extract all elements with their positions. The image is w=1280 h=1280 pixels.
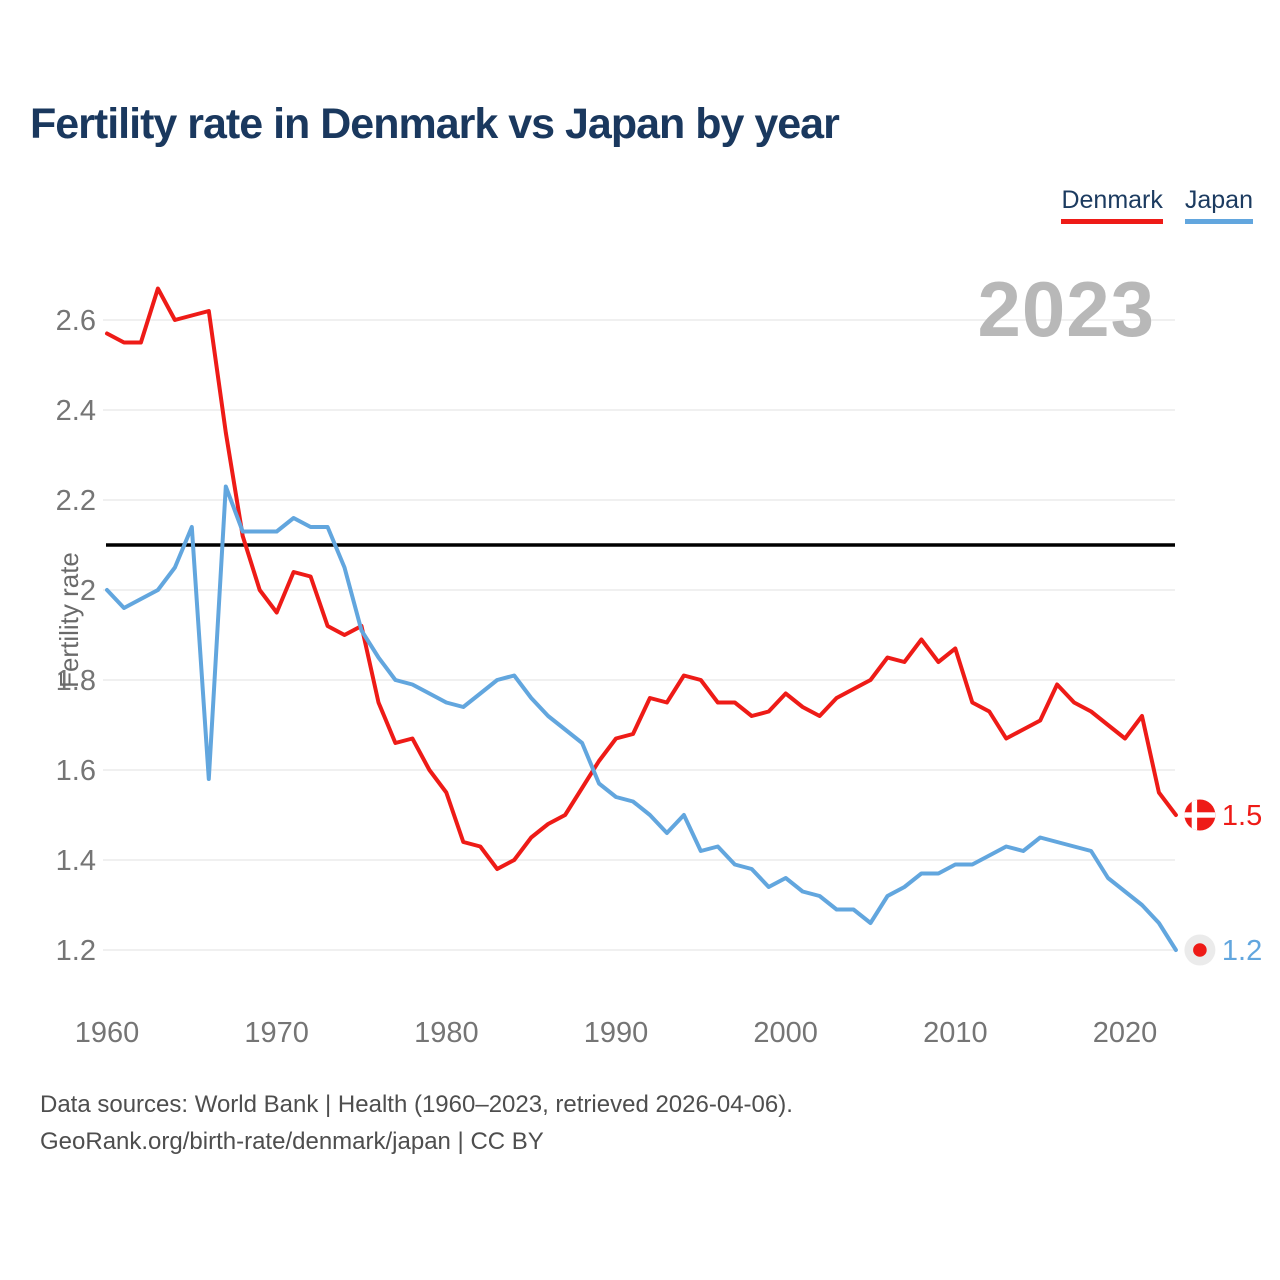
- data-sources-line: Data sources: World Bank | Health (1960–…: [40, 1091, 793, 1118]
- japan-line[interactable]: [105, 484, 1178, 952]
- denmark-end-value: 1.5: [1222, 800, 1262, 832]
- x-tick-label: 2010: [923, 1017, 988, 1049]
- y-tick-label: 2.4: [56, 395, 96, 427]
- chart-title: Fertility rate in Denmark vs Japan by ye…: [30, 100, 840, 148]
- legend-item-denmark[interactable]: Denmark: [1061, 186, 1163, 224]
- y-axis-title: Fertility rate: [54, 552, 84, 688]
- attribution-line: GeoRank.org/birth-rate/denmark/japan | C…: [40, 1128, 544, 1155]
- footer-note: Data sources: World Bank | Health (1960–…: [40, 1086, 793, 1160]
- y-tick-label: 1.4: [56, 845, 96, 877]
- x-tick-label: 1960: [75, 1017, 140, 1049]
- y-tick-label: 2: [80, 575, 96, 607]
- y-tick-label: 1.2: [56, 935, 96, 967]
- y-tick-label: 2.2: [56, 485, 96, 517]
- x-tick-label: 1970: [244, 1017, 309, 1049]
- y-tick-label: 1.8: [56, 665, 96, 697]
- denmark-line[interactable]: [105, 286, 1178, 871]
- japan-flag-icon: [1184, 934, 1216, 966]
- legend-item-japan[interactable]: Japan: [1184, 186, 1253, 224]
- x-tick-label: 2020: [1093, 1017, 1158, 1049]
- y-tick-label: 2.6: [56, 305, 96, 337]
- japan-end-value: 1.2: [1222, 935, 1262, 967]
- y-tick-label: 1.6: [56, 755, 96, 787]
- x-tick-label: 2000: [753, 1017, 818, 1049]
- x-tick-label: 1990: [584, 1017, 649, 1049]
- x-tick-label: 1980: [414, 1017, 479, 1049]
- chart-legend: Denmark Japan: [1061, 186, 1253, 224]
- denmark-flag-icon: [1184, 799, 1216, 831]
